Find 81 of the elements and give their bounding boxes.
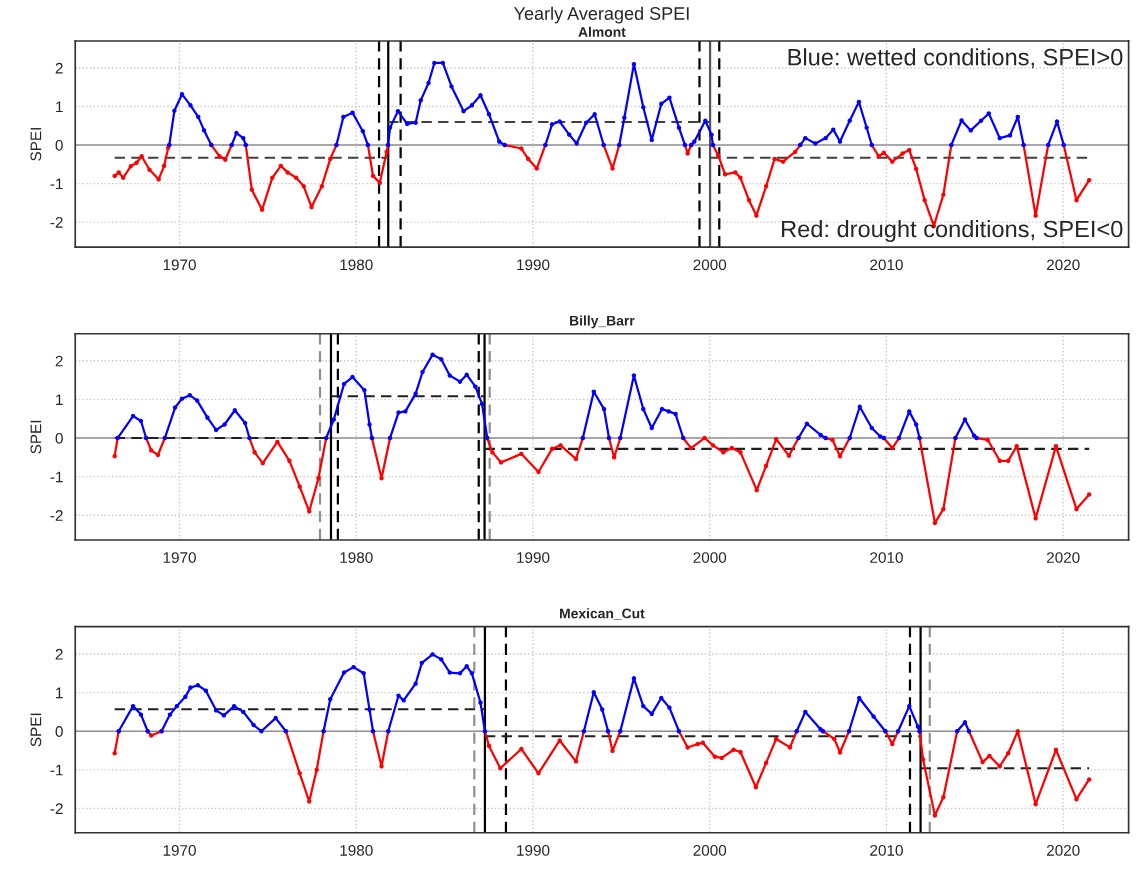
- x-tick-label: 1980: [340, 844, 373, 856]
- y-tick-label: 0: [55, 139, 63, 151]
- x-tick-label: 2020: [1046, 844, 1080, 856]
- point: [379, 764, 384, 769]
- x-tick-label: 1990: [517, 844, 550, 856]
- x-tick-label: 1980: [340, 552, 373, 563]
- y-axis-title: SPEI: [30, 128, 42, 161]
- x-tick-label: 2010: [870, 259, 903, 271]
- point: [773, 736, 779, 742]
- point: [920, 757, 926, 762]
- y-tick-label: -2: [50, 803, 63, 814]
- x-tick-label: 1990: [517, 259, 550, 271]
- point: [932, 813, 938, 818]
- x-tick-label: 2020: [1046, 259, 1080, 271]
- point: [997, 764, 1002, 769]
- x-tick-label: 1970: [163, 844, 196, 856]
- point: [1015, 728, 1021, 734]
- point: [536, 771, 541, 776]
- point: [1074, 796, 1079, 802]
- y-tick-label: -1: [50, 178, 63, 190]
- point: [832, 736, 837, 742]
- point: [787, 745, 793, 750]
- point: [719, 755, 724, 761]
- y-tick-label: -1: [50, 764, 63, 776]
- point: [837, 750, 843, 755]
- x-tick-label: 2010: [870, 844, 903, 856]
- point: [1086, 777, 1092, 782]
- point: [610, 748, 615, 754]
- point: [763, 760, 769, 766]
- point: [1053, 747, 1059, 752]
- point: [573, 759, 579, 764]
- chart-title: Yearly Averaged SPEI: [513, 6, 689, 24]
- point: [1033, 801, 1038, 807]
- x-tick-label: 2000: [693, 844, 727, 856]
- point: [519, 746, 524, 752]
- point: [557, 738, 562, 743]
- x-tick-label: 2020: [1046, 552, 1080, 563]
- point: [314, 767, 319, 773]
- y-axis-title: SPEI: [30, 420, 42, 454]
- y-axis-title: SPEI: [30, 713, 42, 747]
- point: [498, 766, 503, 771]
- y-tick-label: 1: [56, 101, 63, 113]
- point: [712, 754, 718, 759]
- point: [941, 795, 946, 800]
- y-tick-label: 2: [55, 62, 63, 74]
- point: [1006, 750, 1011, 756]
- point: [695, 741, 700, 747]
- point: [112, 750, 117, 756]
- point: [297, 771, 302, 776]
- point: [987, 753, 992, 759]
- chart-title: Mexican_Cut: [560, 608, 645, 620]
- x-tick-label: 1970: [163, 552, 196, 563]
- y-tick-label: -2: [50, 216, 63, 228]
- point: [149, 733, 154, 738]
- point: [307, 799, 312, 804]
- point: [753, 784, 759, 790]
- y-tick-label: 1: [56, 687, 63, 699]
- x-tick-label: 1980: [340, 259, 373, 271]
- x-tick-label: 2010: [870, 552, 903, 563]
- annotation: Blue: wetted conditions, SPEI>0: [788, 48, 1123, 69]
- annotation: Red: drought conditions, SPEI<0: [782, 220, 1123, 243]
- y-tick-label: 0: [55, 726, 63, 737]
- chart-subtitle: Almont: [578, 26, 626, 37]
- point: [738, 749, 743, 755]
- y-tick-label: 0: [55, 432, 63, 444]
- x-tick-label: 1990: [517, 552, 550, 563]
- y-tick-label: 2: [55, 355, 63, 367]
- y-tick-label: 2: [55, 648, 63, 660]
- point: [890, 741, 895, 747]
- point: [685, 745, 690, 750]
- x-tick-label: 2000: [693, 259, 727, 271]
- x-tick-label: 1970: [163, 259, 196, 271]
- x-tick-label: 2000: [693, 552, 727, 563]
- point: [731, 747, 736, 752]
- y-tick-label: -2: [50, 510, 63, 521]
- y-tick-label: -1: [50, 471, 63, 483]
- y-tick-label: 1: [56, 394, 63, 405]
- point: [486, 743, 492, 749]
- point: [980, 759, 985, 765]
- chart-title: Billy_Barr: [570, 315, 635, 329]
- point: [700, 740, 706, 746]
